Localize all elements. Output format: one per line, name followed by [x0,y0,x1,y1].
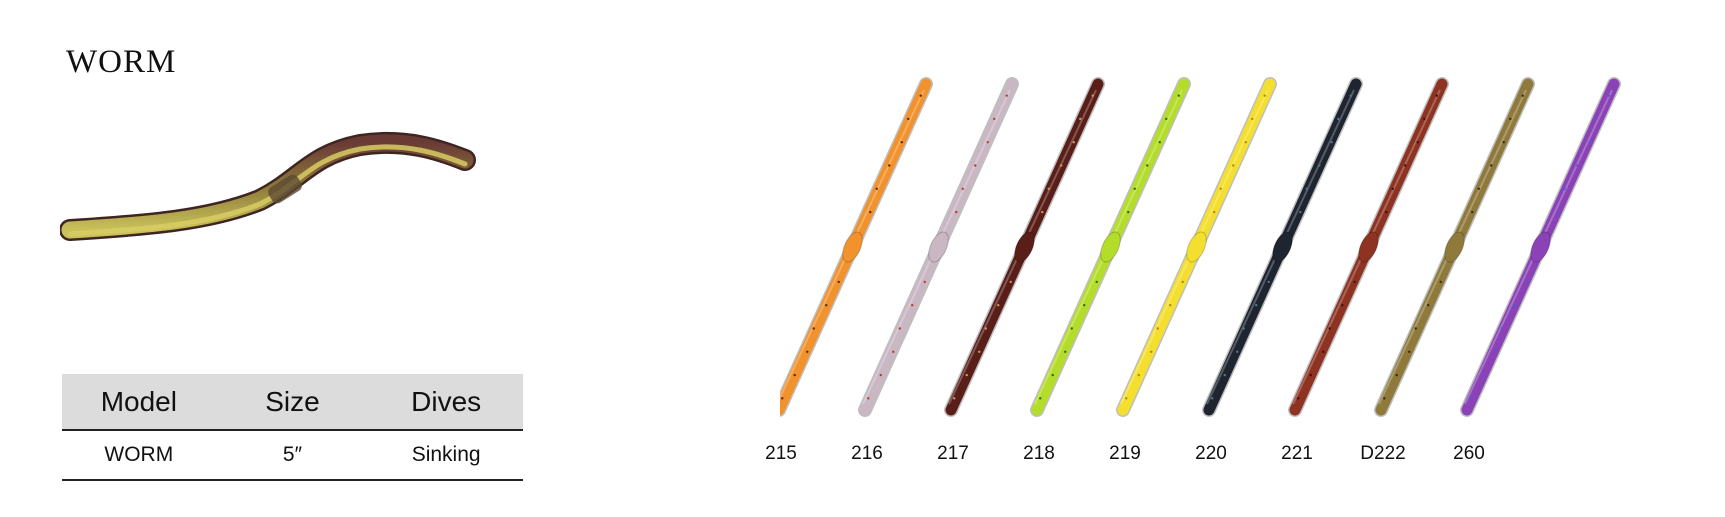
model-cell: WORM [62,430,216,481]
variant-code-217: 217 [937,443,969,464]
variant-code-219: 219 [1109,443,1141,464]
variant-code-215: 215 [765,443,797,464]
lure-variant-220 [1202,77,1363,417]
lure-variant-217 [944,77,1105,417]
lure-variant-215 [780,77,933,417]
variant-code-D222: D222 [1360,443,1406,464]
spec-row: WORM 5″ Sinking [62,430,523,481]
header-dives: Dives [369,374,523,431]
variant-code-218: 218 [1023,443,1055,464]
product-title: WORM [66,44,177,80]
variant-code-216: 216 [851,443,883,464]
spec-header-row: Model Size Dives [62,374,523,431]
variant-code-220: 220 [1195,443,1227,464]
lure-variant-260 [1460,77,1621,417]
lure-variant-218 [1030,77,1191,417]
size-cell: 5″ [215,430,370,481]
variant-code-221: 221 [1281,443,1313,464]
spec-table: Model Size Dives WORM 5″ Sinking [62,374,523,481]
variant-code-260: 260 [1453,443,1485,464]
lure-variant-216 [858,77,1019,417]
lure-variant-D222 [1374,77,1535,417]
dives-cell: Sinking [369,430,523,481]
header-size: Size [215,374,370,431]
worm-lure-image [60,131,476,241]
lure-variant-219 [1116,77,1277,417]
lure-variant-221 [1288,77,1449,417]
color-variants [780,77,1621,417]
header-model: Model [62,374,216,431]
